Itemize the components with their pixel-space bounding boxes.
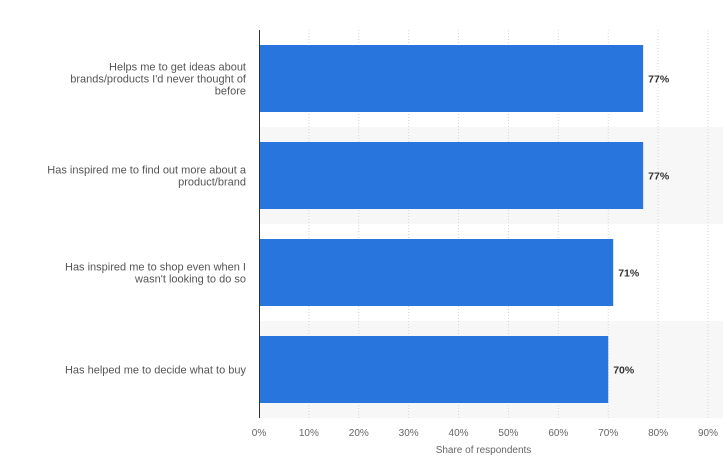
bar — [259, 45, 644, 112]
category-label-line: Has inspired me to find out more about a — [47, 165, 247, 177]
data-label: 70% — [613, 365, 635, 377]
x-tick-label: 0% — [252, 428, 267, 439]
category-label-line: Has inspired me to shop even when I — [65, 262, 246, 274]
x-tick-label: 10% — [299, 428, 319, 439]
x-tick-label: 90% — [698, 428, 718, 439]
x-axis: 0% 10% 20% 30% 40% 50% 60% 70% 80% 90% — [252, 428, 718, 439]
x-tick-label: 20% — [349, 428, 369, 439]
bar — [259, 336, 609, 403]
category-label: Helps me to get ideas about brands/produc… — [70, 62, 247, 98]
x-tick-label: 70% — [598, 428, 618, 439]
x-axis-title: Share of respondents — [436, 445, 532, 456]
category-label-line: Has helped me to decide what to buy — [65, 365, 247, 377]
category-label: Has helped me to decide what to buy — [65, 365, 247, 377]
data-label: 71% — [618, 268, 640, 280]
category-label-line: product/brand — [178, 177, 246, 189]
x-tick-label: 30% — [399, 428, 419, 439]
bar — [259, 142, 644, 209]
category-label-line: Helps me to get ideas about — [109, 62, 246, 74]
category-label-line: wasn't looking to do so — [134, 274, 246, 286]
data-label: 77% — [648, 74, 670, 86]
x-tick-label: 60% — [548, 428, 568, 439]
category-label-line: before — [215, 86, 246, 98]
category-label: Has inspired me to find out more about a… — [47, 165, 247, 189]
bars: 77% 77% 71% 70% — [259, 45, 670, 403]
y-axis: Helps me to get ideas about brands/produc… — [47, 30, 260, 418]
data-label: 77% — [648, 171, 670, 183]
x-tick-label: 80% — [648, 428, 668, 439]
bar — [259, 239, 614, 306]
x-tick-label: 50% — [498, 428, 518, 439]
category-label-line: brands/products I'd never thought of — [70, 74, 247, 86]
x-tick-label: 40% — [449, 428, 469, 439]
